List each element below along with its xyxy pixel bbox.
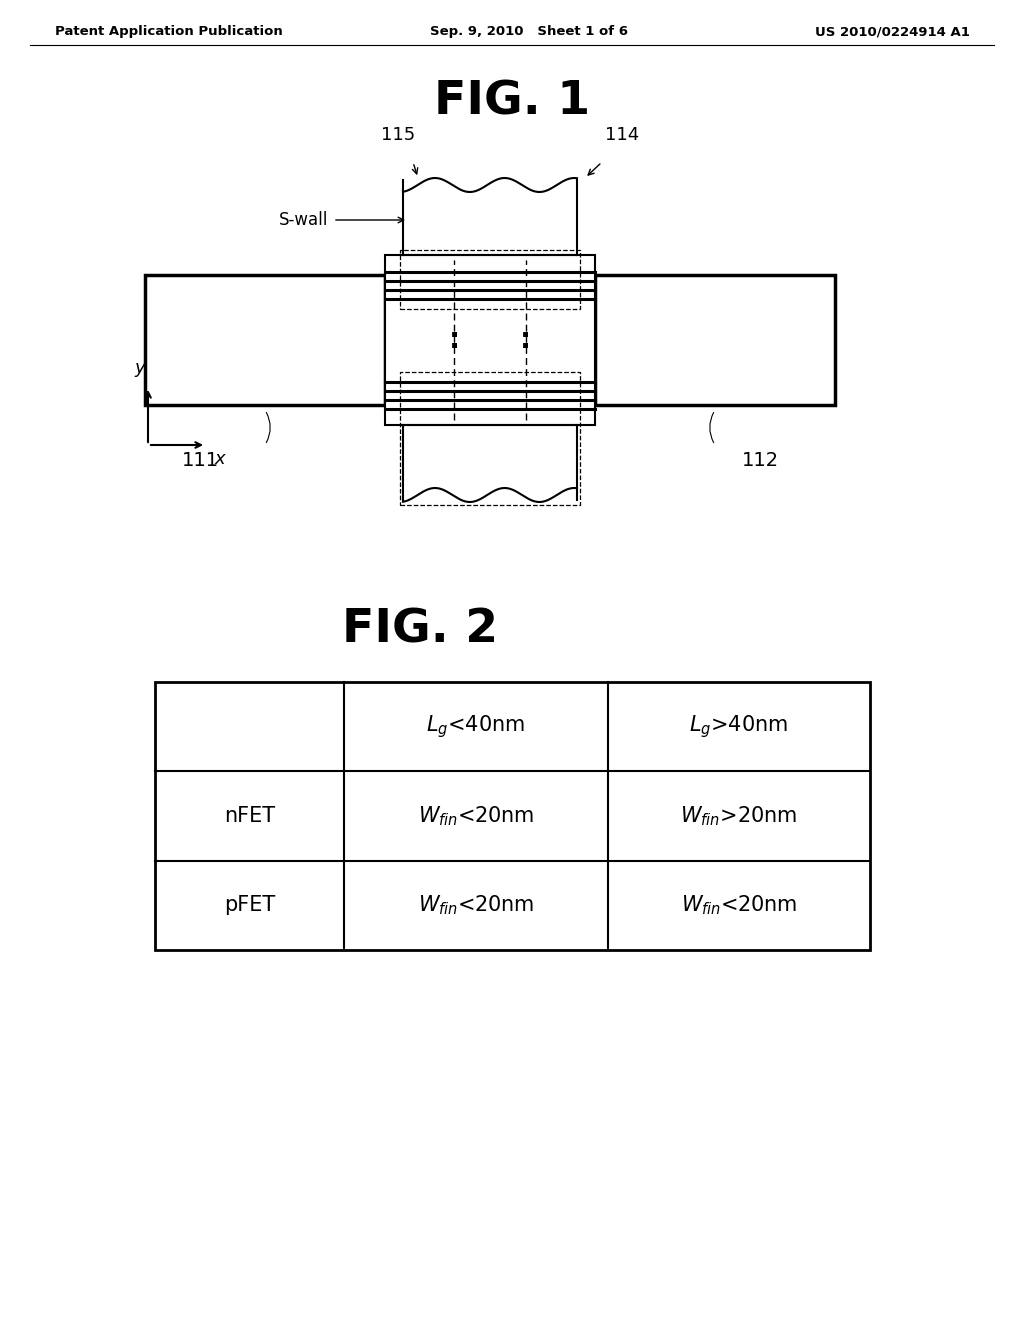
Bar	[155, 682, 870, 950]
Text: nFET: nFET	[224, 807, 275, 826]
Text: :: :	[449, 326, 460, 354]
Text: 114: 114	[605, 125, 639, 144]
Text: S-wall: S-wall	[279, 211, 328, 228]
Text: $W_{fin}$>20nm: $W_{fin}$>20nm	[680, 804, 798, 828]
Text: x: x	[214, 450, 224, 469]
Text: pFET: pFET	[224, 895, 275, 915]
Bar	[385, 255, 595, 425]
Text: y: y	[135, 359, 145, 378]
Text: 115: 115	[381, 125, 415, 144]
Text: US 2010/0224914 A1: US 2010/0224914 A1	[815, 25, 970, 38]
Bar	[400, 249, 580, 309]
Text: Sep. 9, 2010   Sheet 1 of 6: Sep. 9, 2010 Sheet 1 of 6	[430, 25, 628, 38]
Text: FIG. 1: FIG. 1	[434, 79, 590, 124]
Text: :: :	[520, 326, 531, 354]
Text: 111: 111	[181, 450, 218, 470]
Text: $W_{fin}$<20nm: $W_{fin}$<20nm	[418, 894, 535, 917]
Text: Patent Application Publication: Patent Application Publication	[55, 25, 283, 38]
Bar	[595, 275, 835, 405]
Text: $W_{fin}$<20nm: $W_{fin}$<20nm	[418, 804, 535, 828]
Text: $L_g$<40nm: $L_g$<40nm	[426, 713, 525, 741]
Text: 112: 112	[741, 450, 778, 470]
Text: $L_g$>40nm: $L_g$>40nm	[689, 713, 788, 741]
Text: FIG. 2: FIG. 2	[342, 607, 498, 652]
Text: $W_{fin}$<20nm: $W_{fin}$<20nm	[681, 894, 797, 917]
Bar	[145, 275, 385, 405]
Bar	[400, 371, 580, 506]
